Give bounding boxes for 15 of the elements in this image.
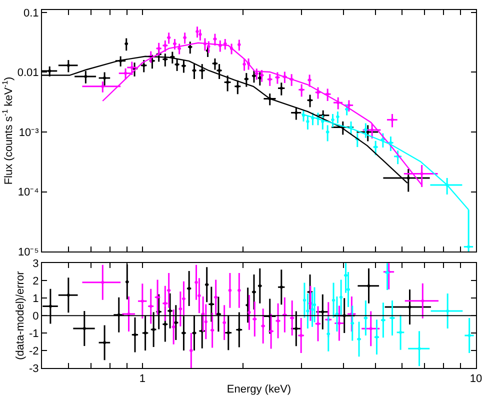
y-tick-label: 3 [32,258,39,270]
y-tick-label: 0.1 [24,7,39,20]
x-axis-title: Energy (keV) [226,383,292,396]
y-tick-label: 10⁻⁵ [18,246,39,258]
y-tick-label: 2 [32,275,39,288]
y-tick-label: 10⁻³ [18,126,40,139]
y-tick-label: -1 [29,328,39,340]
y-tick-label: -2 [29,345,39,358]
y-tick-label: 0 [32,310,39,322]
y-tick-label: 10⁻⁴ [18,186,40,199]
y-tick-label: 1 [32,292,39,305]
y-tick-label: -3 [29,362,39,375]
x-tick-label: 10 [470,373,482,386]
y-tick-label: 0.01 [17,67,39,80]
y-axis-title: (data-model)/error [14,270,27,360]
